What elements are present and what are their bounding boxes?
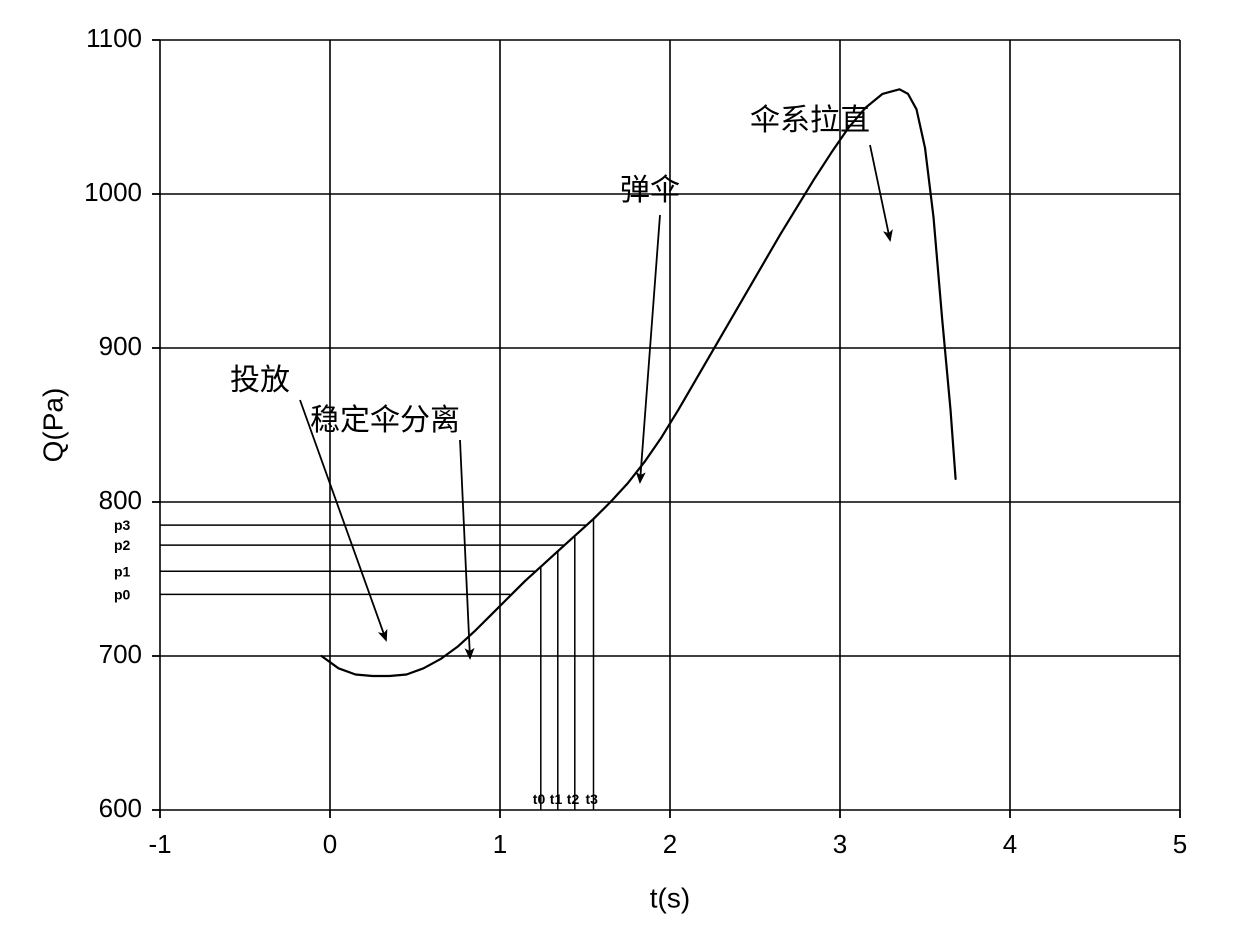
chart-svg: p0 p1 p2 p3 t0t1t2 t3 -1 0 1 2 3 4 5 600 700 800 900 1000… xyxy=(0,0,1240,937)
y-tick-label: 900 xyxy=(99,331,142,361)
annotation-canopy-line-straight: 伞系拉直 xyxy=(750,104,870,137)
y-tick-label: 1100 xyxy=(86,23,142,53)
annotation-release: 投放 xyxy=(230,364,290,397)
chart-container: p0 p1 p2 p3 t0t1t2 t3 -1 0 1 2 3 4 5 600 700 800 900 1000… xyxy=(0,0,1240,937)
p-label: p3 xyxy=(114,517,131,533)
y-axis-label: Q(Pa) xyxy=(37,388,68,463)
annotation-drogue-sep: 稳定伞分离 xyxy=(310,404,460,437)
y-tick-label: 600 xyxy=(99,793,142,823)
x-tick-label: 2 xyxy=(663,829,677,859)
t-label: t2 xyxy=(567,791,580,807)
t-label: t1 xyxy=(550,791,563,807)
x-tick-label: 0 xyxy=(323,829,337,859)
chart-bg xyxy=(0,0,1240,937)
y-tick-label: 800 xyxy=(99,485,142,515)
annotation-eject: 弹伞 xyxy=(620,174,680,207)
x-tick-label: -1 xyxy=(148,829,171,859)
x-tick-label: 3 xyxy=(833,829,847,859)
p-label: p0 xyxy=(114,586,131,602)
p-label: p1 xyxy=(114,563,131,579)
y-tick-label: 700 xyxy=(99,639,142,669)
x-tick-label: 5 xyxy=(1173,829,1187,859)
t-label: t3 xyxy=(586,791,599,807)
t-label: t0 xyxy=(533,791,546,807)
y-tick-label: 1000 xyxy=(84,177,142,207)
x-tick-label: 4 xyxy=(1003,829,1017,859)
p-label: p2 xyxy=(114,537,131,553)
x-axis-label: t(s) xyxy=(650,882,690,913)
x-tick-label: 1 xyxy=(493,829,507,859)
